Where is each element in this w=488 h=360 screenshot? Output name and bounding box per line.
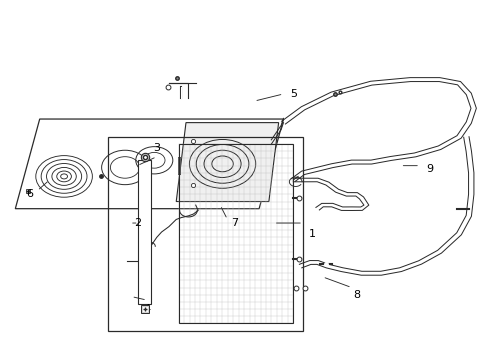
Bar — [108, 137, 303, 330]
Text: 7: 7 — [231, 218, 238, 228]
Text: 3: 3 — [153, 143, 160, 153]
Text: 9: 9 — [426, 164, 432, 174]
Bar — [178, 144, 293, 323]
Polygon shape — [176, 123, 278, 202]
Text: 5: 5 — [289, 89, 296, 99]
Text: 2: 2 — [133, 218, 141, 228]
Text: 1: 1 — [308, 229, 316, 239]
Bar — [138, 160, 151, 304]
Text: 4: 4 — [143, 304, 150, 314]
Text: 8: 8 — [352, 290, 360, 300]
Text: 6: 6 — [26, 189, 33, 199]
